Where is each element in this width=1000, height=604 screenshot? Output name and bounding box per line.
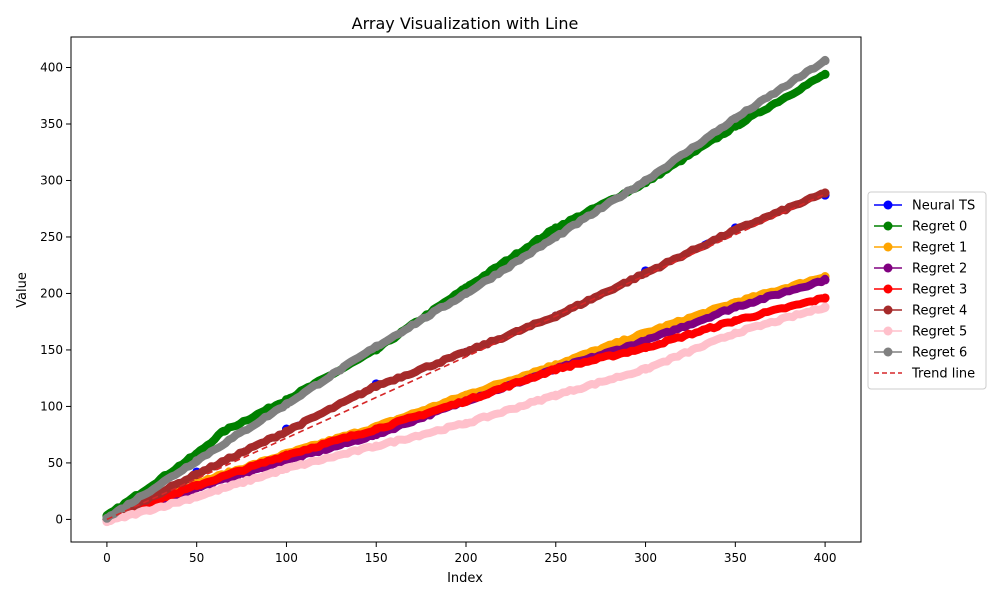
- y-axis-label: Value: [15, 272, 30, 308]
- legend-marker: [883, 326, 893, 336]
- x-tick-label: 50: [189, 551, 204, 565]
- data-point: [820, 302, 830, 312]
- legend-label: Regret 2: [912, 262, 967, 277]
- plot-area: [102, 55, 830, 527]
- x-tick-label: 200: [455, 551, 478, 565]
- data-point: [461, 396, 471, 406]
- data-point: [551, 223, 561, 233]
- data-point: [461, 288, 471, 298]
- x-tick-label: 100: [275, 551, 298, 565]
- legend-label: Regret 0: [912, 220, 967, 235]
- legend-label: Neural TS: [912, 199, 975, 214]
- data-point: [820, 293, 830, 303]
- x-axis-label: Index: [447, 571, 483, 586]
- data-point: [730, 316, 740, 326]
- legend-item: Regret 0: [874, 220, 967, 235]
- data-point: [192, 456, 202, 466]
- series-regret-5: [102, 302, 830, 527]
- y-tick-label: 250: [40, 230, 63, 244]
- data-point: [641, 343, 651, 353]
- data-point: [730, 225, 740, 235]
- trend-line: [106, 193, 826, 521]
- data-point: [551, 390, 561, 400]
- x-tick-label: 400: [814, 551, 837, 565]
- legend-label: Regret 5: [912, 325, 967, 340]
- legend-label: Regret 1: [912, 241, 967, 256]
- chart-title: Array Visualization with Line: [352, 14, 579, 33]
- series-trend-line: [106, 193, 826, 521]
- legend-item: Regret 5: [874, 325, 967, 340]
- x-tick-label: 250: [544, 551, 567, 565]
- series-regret-6: [102, 55, 830, 523]
- series-line: [102, 304, 830, 526]
- data-point: [641, 268, 651, 278]
- legend-label: Regret 6: [912, 346, 967, 361]
- x-tick-label: 350: [724, 551, 747, 565]
- data-point: [641, 364, 651, 374]
- legend-box: [867, 191, 987, 390]
- y-tick-label: 100: [40, 399, 63, 413]
- legend-item: Trend line: [874, 367, 975, 382]
- legend-marker: [883, 263, 893, 273]
- legend-item: Regret 2: [874, 262, 967, 277]
- legend: Neural TS Regret 0 Regret 1 Regret 2 Regret …: [867, 191, 987, 390]
- data-point: [730, 113, 740, 123]
- legend-marker: [883, 242, 893, 252]
- legend-item: Regret 3: [874, 283, 967, 298]
- y-tick-label: 350: [40, 117, 63, 131]
- data-point: [641, 175, 651, 185]
- data-point: [730, 328, 740, 338]
- data-point: [281, 426, 291, 436]
- data-point: [192, 469, 202, 479]
- legend-marker: [883, 305, 893, 315]
- legend-item: Regret 6: [874, 346, 967, 361]
- data-point: [371, 424, 381, 434]
- data-point: [820, 275, 830, 285]
- data-point: [461, 347, 471, 357]
- data-point: [281, 399, 291, 409]
- y-tick-label: 200: [40, 286, 63, 300]
- legend-item: Regret 1: [874, 241, 967, 256]
- y-tick-label: 50: [48, 456, 63, 470]
- axes: 0 50 100 150 200 250 300 350 400 0 50 100 150 200 250 3…: [40, 36, 862, 565]
- data-point: [371, 381, 381, 391]
- legend-marker: [883, 347, 893, 357]
- legend-marker: [883, 221, 893, 231]
- y-tick-label: 400: [40, 61, 63, 75]
- legend-item: Regret 4: [874, 304, 967, 319]
- legend-label: Regret 4: [912, 304, 967, 319]
- data-point: [102, 513, 112, 523]
- y-tick-label: 0: [55, 512, 63, 526]
- legend-marker: [883, 284, 893, 294]
- legend-label: Trend line: [911, 367, 975, 382]
- data-point: [281, 464, 291, 474]
- data-point: [551, 232, 561, 242]
- data-point: [371, 441, 381, 451]
- data-point: [730, 302, 740, 312]
- data-point: [820, 69, 830, 79]
- data-point: [820, 56, 830, 66]
- data-point: [192, 492, 202, 502]
- y-tick-label: 300: [40, 173, 63, 187]
- data-point: [461, 418, 471, 428]
- legend-label: Regret 3: [912, 283, 967, 298]
- data-point: [371, 342, 381, 352]
- data-point: [192, 481, 202, 491]
- y-tick-label: 150: [40, 343, 63, 357]
- legend-marker: [883, 200, 893, 210]
- data-point: [551, 364, 561, 374]
- x-tick-label: 150: [365, 551, 388, 565]
- data-point: [219, 426, 229, 436]
- legend-item: Neural TS: [874, 199, 975, 214]
- x-tick-label: 300: [634, 551, 657, 565]
- data-point: [281, 450, 291, 460]
- x-tick-label: 0: [103, 551, 111, 565]
